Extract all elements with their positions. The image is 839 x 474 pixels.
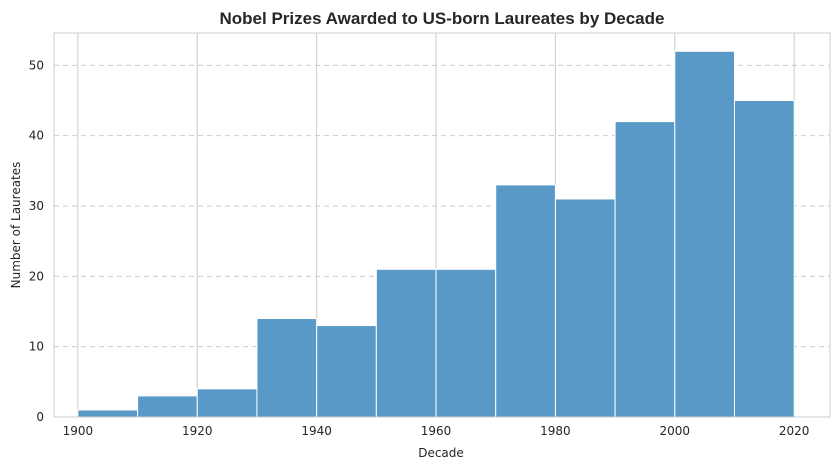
- y-tick-label: 50: [29, 58, 44, 72]
- bars-layer: [77, 50, 795, 418]
- y-tick-label: 0: [36, 410, 44, 424]
- y-axis-label: Number of Laureates: [9, 162, 23, 289]
- plot-frame: [53, 32, 831, 418]
- histogram-bar: [495, 184, 556, 418]
- y-tick-label: 30: [29, 199, 44, 213]
- histogram-bar: [435, 268, 497, 418]
- histogram-bar: [614, 121, 676, 418]
- x-tick-label: 1940: [301, 424, 332, 438]
- x-tick-label: 2000: [660, 424, 691, 438]
- histogram-bar: [316, 325, 377, 418]
- x-axis-label: Decade: [418, 446, 464, 460]
- y-tick-label: 20: [29, 269, 44, 283]
- chart-title: Nobel Prizes Awarded to US-born Laureate…: [220, 9, 665, 28]
- ticks-layer: 1900 1920 1940 1960 1980 2000 2020 0 10 20 30 40 50: [29, 58, 810, 438]
- y-tick-label: 10: [29, 340, 44, 354]
- histogram-bar: [256, 318, 318, 418]
- y-tick-label: 40: [29, 129, 44, 143]
- histogram-bar: [77, 409, 139, 418]
- histogram-bar: [674, 50, 735, 418]
- histogram-bar: [137, 395, 198, 418]
- x-tick-label: 1900: [63, 424, 94, 438]
- histogram-bar: [554, 198, 616, 418]
- x-tick-label: 1980: [540, 424, 571, 438]
- x-tick-label: 1960: [421, 424, 452, 438]
- x-tick-label: 1920: [182, 424, 213, 438]
- x-tick-label: 2020: [779, 424, 810, 438]
- histogram-bar: [375, 268, 437, 418]
- histogram-bar: [196, 388, 258, 418]
- histogram-bar: [733, 100, 795, 418]
